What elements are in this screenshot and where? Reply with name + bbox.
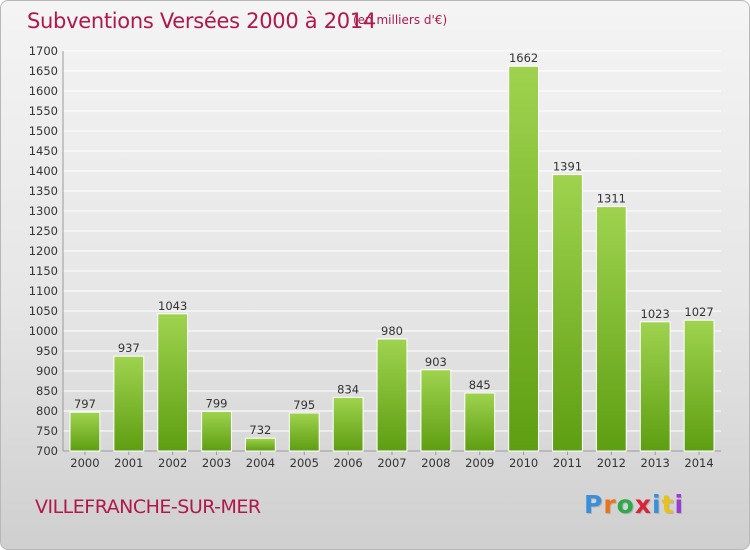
bars bbox=[69, 65, 715, 452]
y-tick-label: 750 bbox=[36, 424, 58, 438]
x-tick-label-2002: 2002 bbox=[158, 456, 187, 470]
data-label-2004: 732 bbox=[249, 423, 271, 437]
y-tick-label: 1500 bbox=[29, 124, 58, 138]
bar-2002 bbox=[157, 313, 189, 452]
data-label-2011: 1391 bbox=[553, 160, 582, 174]
data-label-2000: 797 bbox=[74, 397, 96, 411]
data-label-2008: 903 bbox=[425, 355, 447, 369]
bar-2011 bbox=[552, 174, 583, 452]
bar-2006 bbox=[332, 396, 364, 452]
data-label-2014: 1027 bbox=[684, 305, 713, 319]
y-tick-label: 1050 bbox=[29, 304, 58, 318]
y-tick-label: 1350 bbox=[29, 184, 58, 198]
x-tick-label-2005: 2005 bbox=[290, 456, 319, 470]
bar-2005 bbox=[288, 412, 320, 452]
x-tick-label-2010: 2010 bbox=[509, 456, 538, 470]
data-label-2007: 980 bbox=[381, 324, 403, 338]
x-tick-label-2014: 2014 bbox=[684, 456, 713, 470]
y-tick-label: 1000 bbox=[29, 324, 58, 338]
x-tick-label-2013: 2013 bbox=[641, 456, 670, 470]
y-tick-label: 1400 bbox=[29, 164, 58, 178]
data-label-2005: 795 bbox=[293, 398, 315, 412]
y-tick-label: 1700 bbox=[29, 44, 58, 58]
data-label-2010: 1662 bbox=[509, 51, 538, 65]
y-tick-label: 850 bbox=[36, 384, 58, 398]
x-tick-label-2009: 2009 bbox=[465, 456, 494, 470]
place-name: VILLEFRANCHE-SUR-MER bbox=[35, 496, 261, 518]
chart-title: Subventions Versées 2000 à 2014 bbox=[27, 9, 376, 33]
proxiti-logo: Proxiti bbox=[584, 490, 685, 519]
y-tick-label: 1150 bbox=[29, 264, 58, 278]
y-tick-label: 1250 bbox=[29, 224, 58, 238]
data-labels: 797 937 1043 799 732 795 834 980 903 845 1662 1391 1… bbox=[74, 51, 714, 437]
x-tick-label-2004: 2004 bbox=[246, 456, 275, 470]
y-tick-label: 900 bbox=[36, 364, 58, 378]
x-tick-labels: 2000 2001 2002 2003 2004 2005 2006 2007 2008 2009… bbox=[70, 456, 713, 470]
x-tick-label-2011: 2011 bbox=[553, 456, 582, 470]
x-tick-label-2012: 2012 bbox=[597, 456, 626, 470]
data-label-2006: 834 bbox=[337, 382, 359, 396]
x-tick-label-2008: 2008 bbox=[421, 456, 450, 470]
bar-2010 bbox=[508, 65, 540, 452]
y-tick-label: 1650 bbox=[29, 64, 58, 78]
bar-2000 bbox=[69, 411, 101, 452]
y-tick-label: 800 bbox=[36, 404, 58, 418]
x-tick-label-2007: 2007 bbox=[377, 456, 406, 470]
y-tick-label: 1600 bbox=[29, 84, 58, 98]
y-tick-label: 700 bbox=[36, 444, 58, 458]
data-label-2001: 937 bbox=[118, 341, 140, 355]
x-tick-label-2006: 2006 bbox=[333, 456, 362, 470]
bar-2004 bbox=[244, 437, 276, 452]
data-label-2012: 1311 bbox=[597, 192, 626, 206]
data-label-2013: 1023 bbox=[641, 307, 670, 321]
bar-2003 bbox=[201, 410, 232, 452]
data-label-2002: 1043 bbox=[158, 299, 187, 313]
x-tick-label-2003: 2003 bbox=[202, 456, 231, 470]
y-tick-label: 1100 bbox=[29, 284, 58, 298]
bar-2007 bbox=[376, 338, 408, 452]
y-tick-labels: 700 750 800 850 900 950 1000 1050 1100 1150 1200 12… bbox=[29, 44, 58, 458]
y-tick-label: 1200 bbox=[29, 244, 58, 258]
bar-2014 bbox=[683, 319, 715, 452]
bar-2008 bbox=[420, 369, 452, 452]
bar-2013 bbox=[639, 321, 671, 452]
bar-2009 bbox=[464, 392, 496, 452]
bar-2001 bbox=[113, 355, 145, 452]
data-label-2009: 845 bbox=[469, 378, 491, 392]
data-label-2003: 799 bbox=[206, 396, 228, 410]
y-tick-label: 1550 bbox=[29, 104, 58, 118]
bar-2012 bbox=[595, 206, 627, 452]
x-tick-label-2001: 2001 bbox=[114, 456, 143, 470]
y-tick-label: 1450 bbox=[29, 144, 58, 158]
chart-unit-note: (en milliers d'€) bbox=[353, 13, 448, 27]
y-tick-label: 1300 bbox=[29, 204, 58, 218]
x-tick-label-2000: 2000 bbox=[70, 456, 99, 470]
y-tick-label: 950 bbox=[36, 344, 58, 358]
